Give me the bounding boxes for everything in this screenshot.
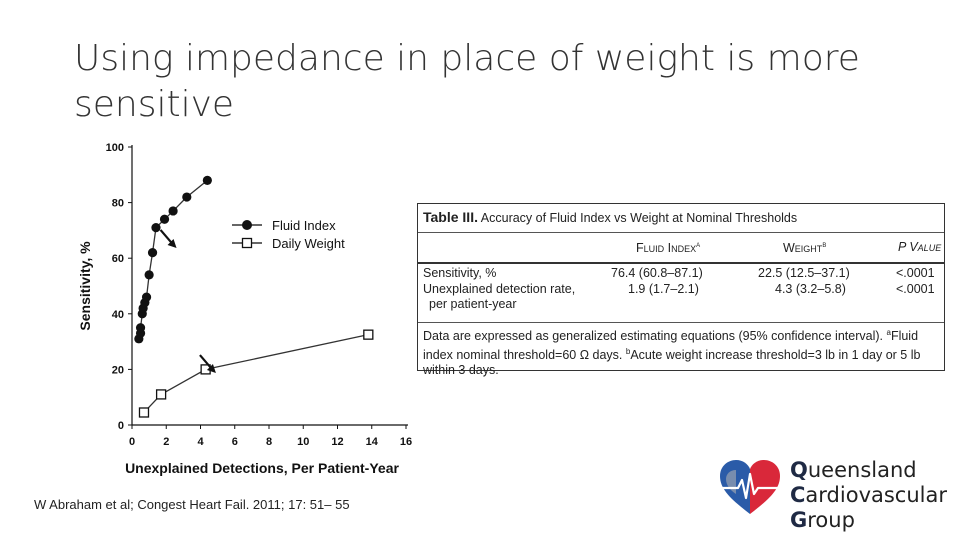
x-tick-label: 4	[197, 436, 204, 448]
legend-label-fluid-index: Fluid Index	[272, 218, 336, 233]
footnote-main: Data are expressed as generalized estima…	[423, 329, 883, 344]
x-tick-label: 8	[266, 436, 272, 448]
chart-axes	[131, 145, 408, 426]
x-axis-label: Unexplained Detections, Per Patient-Year	[125, 460, 399, 476]
y-tick-label: 0	[118, 420, 124, 432]
table-iii: Table III. Accuracy of Fluid Index vs We…	[417, 203, 945, 378]
data-point-fluid-index	[168, 206, 178, 216]
row-label: Sensitivity, %	[423, 266, 497, 280]
row-p: <.0001	[896, 266, 935, 280]
data-point-fluid-index	[202, 175, 212, 185]
table-title: Table III. Accuracy of Fluid Index vs We…	[418, 204, 944, 233]
logo-wordmark: Queensland Cardiovascular Group	[790, 458, 947, 532]
annotation-arrow-head	[167, 238, 177, 248]
legend-marker-fluid-index	[242, 220, 252, 230]
table-footnote: Data are expressed as generalized estima…	[423, 328, 921, 378]
x-tick-label: 14	[366, 436, 379, 448]
data-point-fluid-index	[147, 248, 158, 258]
x-tick-label: 0	[129, 436, 135, 448]
table-title-text: Accuracy of Fluid Index vs Weight at Nom…	[480, 211, 798, 225]
row-weight: 22.5 (12.5–37.1)	[758, 266, 850, 280]
y-axis-label: Sensitivity, %	[77, 241, 93, 331]
data-point-daily-weight	[155, 389, 167, 400]
data-point-daily-weight	[363, 329, 374, 340]
x-tick-label: 16	[400, 436, 412, 448]
col-p-value: P Value	[898, 240, 942, 254]
legend-label-daily-weight: Daily Weight	[272, 236, 345, 251]
footnote-b: Acute weight increase threshold=3 lb in …	[423, 348, 921, 378]
table-body: Sensitivity, % 76.4 (60.8–87.1) 22.5 (12…	[418, 262, 944, 323]
annotation-arrow-shaft	[199, 354, 213, 370]
data-point-fluid-index	[159, 214, 170, 224]
chart-ticks: 0 2 4 6 8 10 12 14 16 0 20 40 60 80 100	[106, 142, 412, 448]
row-weight: 4.3 (3.2–5.8)	[775, 282, 846, 296]
table-header: Fluid Indexa Weightb P Value	[418, 232, 944, 264]
chart-annotations	[159, 229, 216, 374]
col-fluid-index: Fluid Index	[636, 241, 697, 256]
data-point-fluid-index	[182, 192, 192, 202]
row-fluid: 76.4 (60.8–87.1)	[611, 266, 703, 280]
table-title-bold: Table III.	[423, 209, 478, 225]
slide-title: Using impedance in place of weight is mo…	[74, 38, 860, 125]
data-point-fluid-index	[141, 292, 152, 302]
qcg-logo: Queensland Cardiovascular Group	[718, 456, 958, 536]
row-p: <.0001	[896, 282, 935, 296]
chart-series	[134, 175, 374, 418]
annotation-arrow-head	[206, 364, 216, 374]
legend-marker-daily-weight	[241, 237, 253, 249]
chart-legend: Fluid Index Daily Weight	[232, 218, 345, 251]
row-label: Unexplained detection rate,	[423, 282, 576, 296]
row-label-continued: per patient-year	[429, 297, 517, 311]
data-point-fluid-index	[151, 223, 161, 233]
series-line-1	[143, 334, 369, 413]
y-tick-label: 20	[112, 364, 124, 376]
citation: W Abraham et al; Congest Heart Fail. 201…	[34, 497, 350, 512]
data-point-fluid-index	[144, 270, 154, 280]
x-tick-label: 12	[331, 436, 343, 448]
y-tick-label: 80	[112, 198, 124, 210]
heart-logo-icon	[720, 460, 780, 514]
y-tick-label: 60	[112, 253, 124, 265]
data-point-fluid-index	[135, 323, 146, 333]
x-tick-label: 10	[297, 436, 309, 448]
y-tick-label: 40	[112, 309, 124, 321]
x-tick-label: 2	[163, 436, 169, 448]
col-weight: Weight	[783, 241, 823, 256]
annotation-arrow-shaft	[159, 229, 174, 245]
y-tick-label: 100	[106, 142, 124, 154]
x-tick-label: 6	[232, 436, 238, 448]
series-line-0	[138, 179, 208, 340]
row-fluid: 1.9 (1.7–2.1)	[628, 282, 699, 296]
data-point-daily-weight	[138, 407, 150, 418]
footnote-a: Fluid index nominal threshold=60 Ω days.	[423, 329, 919, 363]
